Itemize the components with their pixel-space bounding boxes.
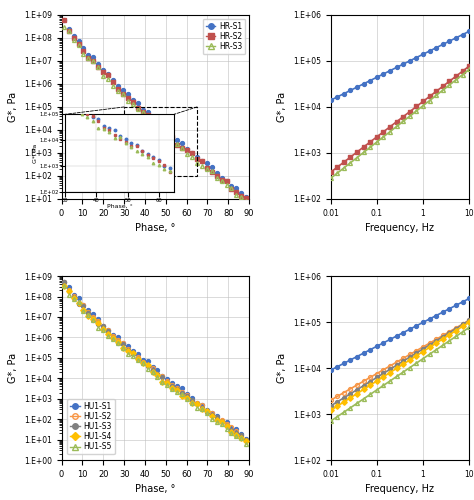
Y-axis label: G*, Pa: G*, Pa	[277, 92, 287, 122]
X-axis label: Phase, °: Phase, °	[135, 484, 175, 494]
Y-axis label: G*, Pa: G*, Pa	[277, 353, 287, 383]
Bar	[124, 107, 197, 176]
Legend: HR-S1, HR-S2, HR-S3: HR-S1, HR-S2, HR-S3	[203, 19, 246, 54]
Y-axis label: G*, Pa: G*, Pa	[9, 92, 18, 122]
X-axis label: Phase, °: Phase, °	[135, 223, 175, 233]
Y-axis label: G*, Pa: G*, Pa	[9, 353, 18, 383]
Legend: HU1-S1, HU1-S2, HU1-S3, HU1-S4, HU1-S5: HU1-S1, HU1-S2, HU1-S3, HU1-S4, HU1-S5	[67, 398, 115, 454]
X-axis label: Frequency, Hz: Frequency, Hz	[365, 484, 435, 494]
X-axis label: Frequency, Hz: Frequency, Hz	[365, 223, 435, 233]
